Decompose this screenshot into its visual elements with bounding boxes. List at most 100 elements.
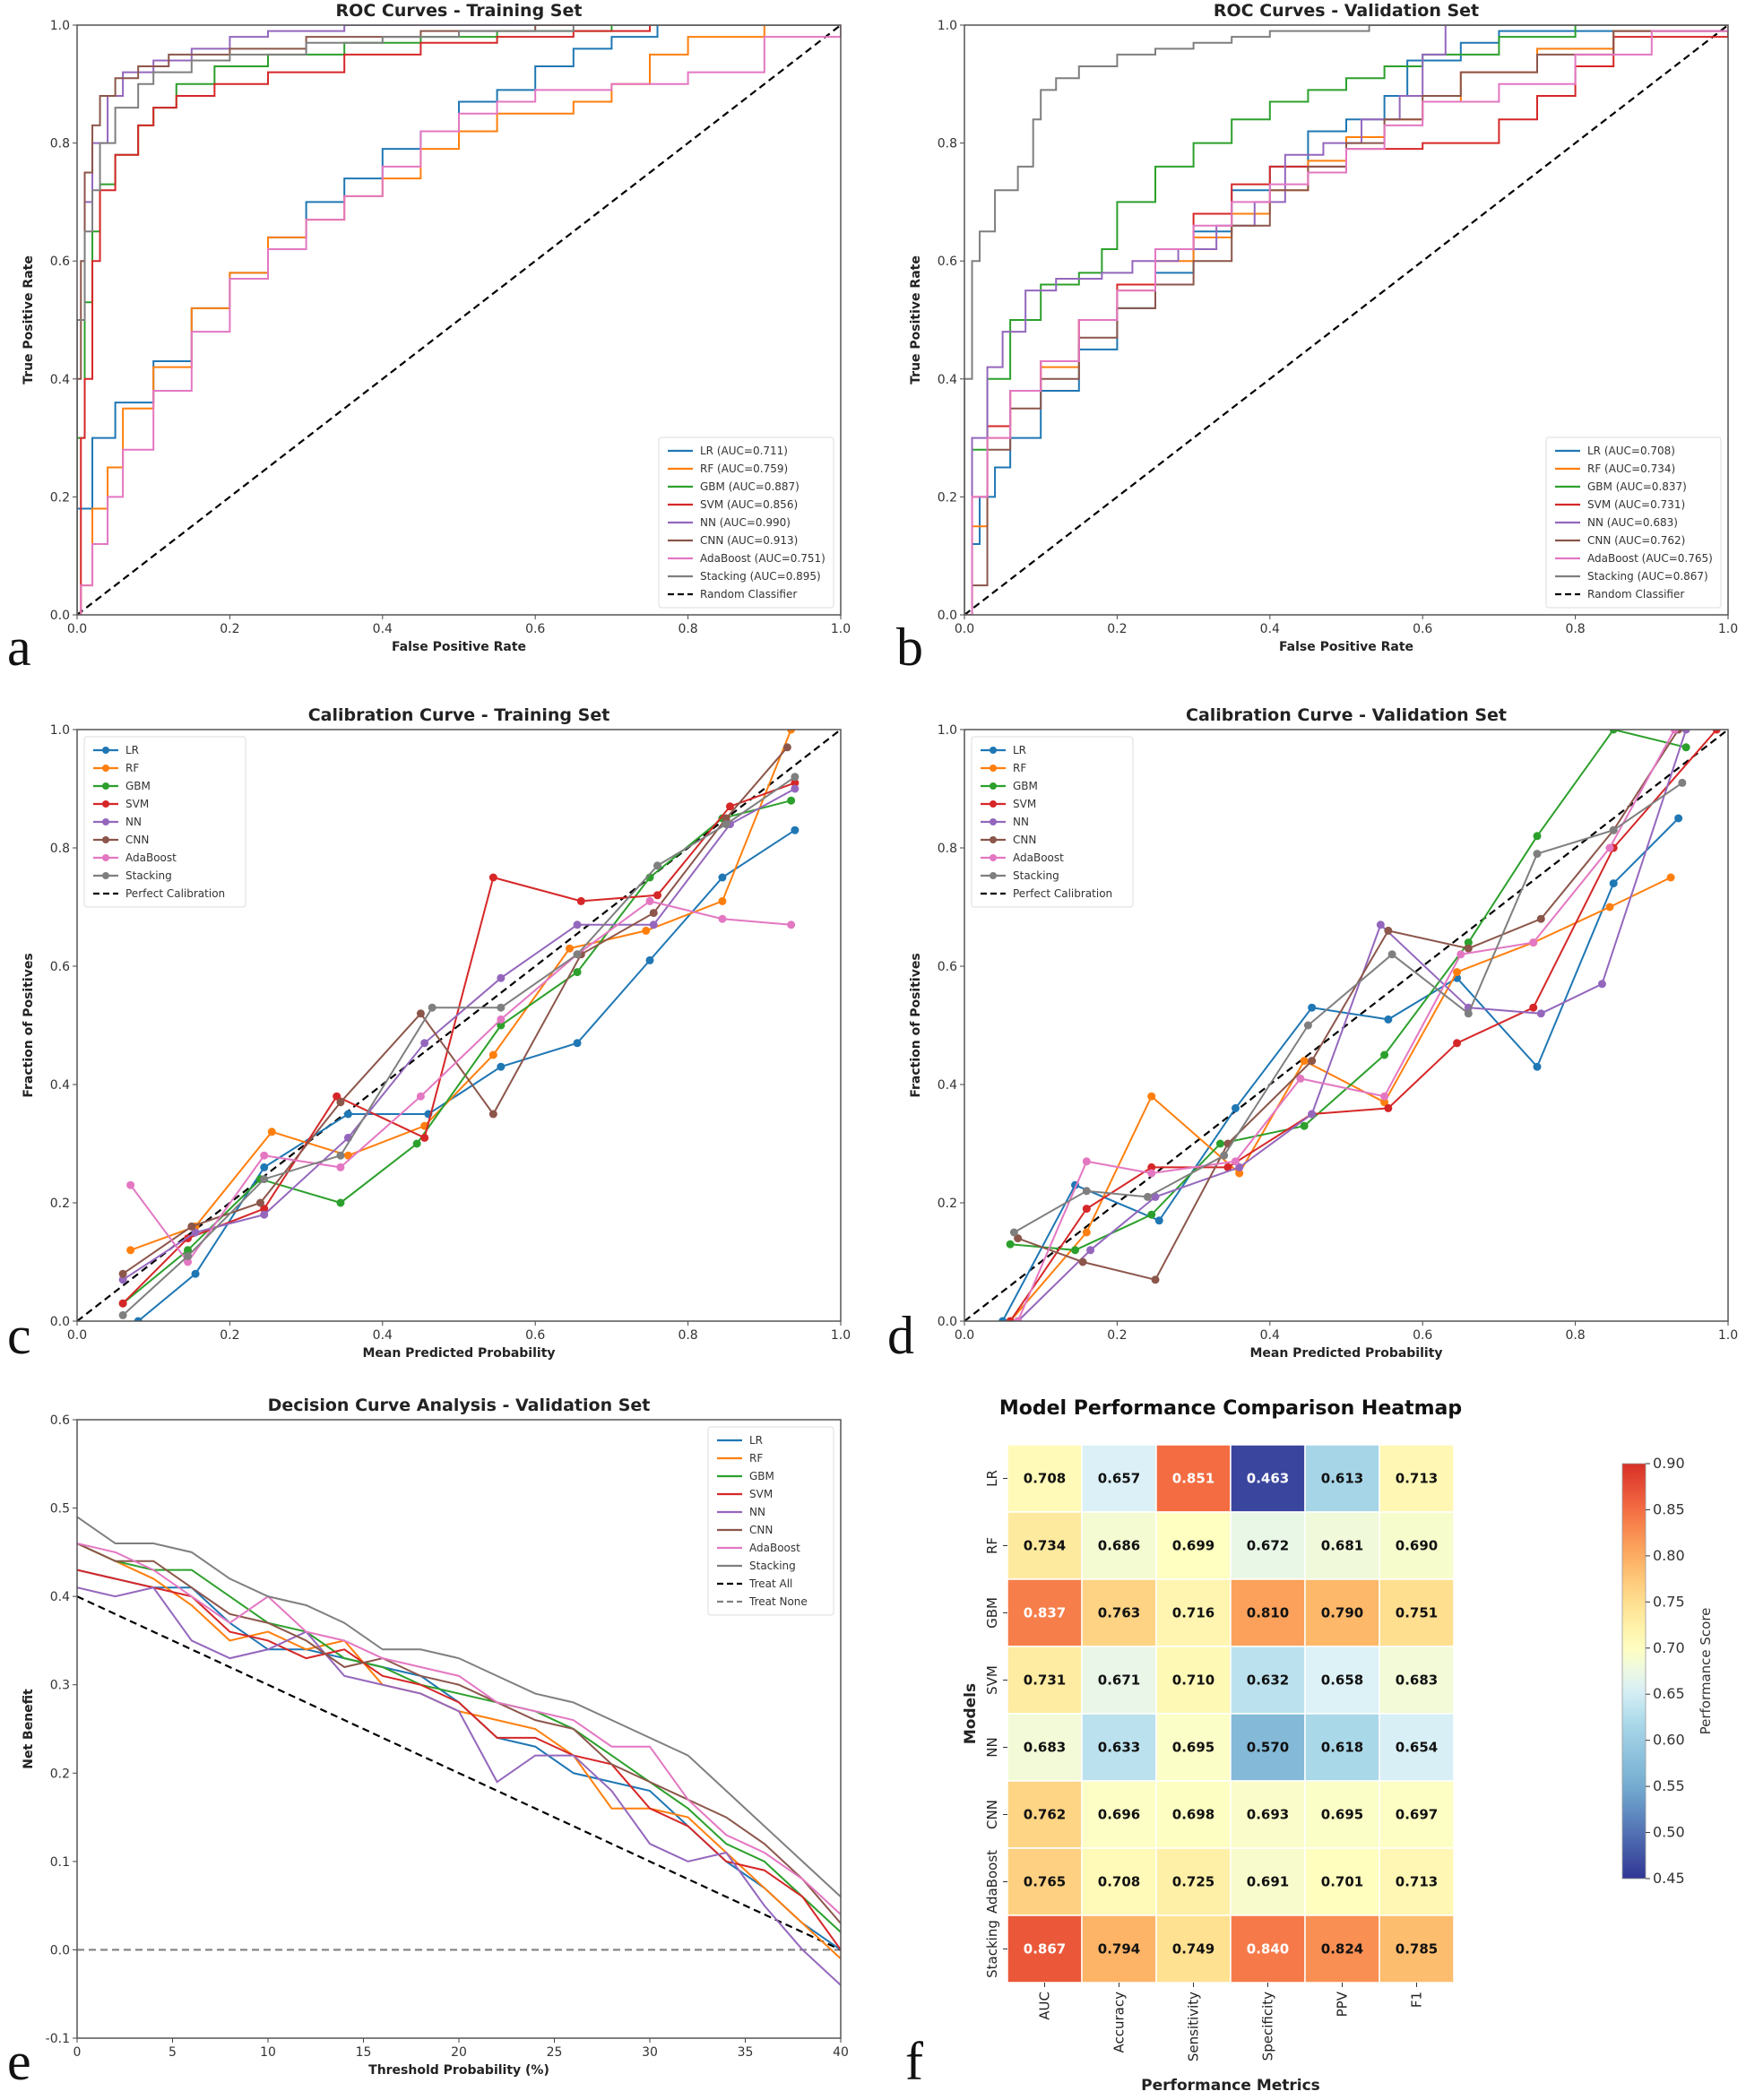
heatmap-cell: [1230, 1914, 1306, 1983]
marker-cnn: [1384, 926, 1393, 935]
row-label: RF: [984, 1537, 1000, 1554]
marker-cnn: [649, 909, 658, 918]
marker-rf: [343, 1151, 352, 1160]
heatmap-cell-value: 0.686: [1098, 1538, 1140, 1554]
x-tick-label: 0.0: [67, 622, 87, 636]
heatmap-cell: [1081, 1646, 1157, 1715]
heatmap-cell-value: 0.785: [1396, 1941, 1438, 1957]
marker-svm: [725, 802, 734, 811]
marker-nn: [649, 920, 658, 929]
heatmap-cell: [1007, 1444, 1083, 1513]
heatmap-cell-value: 0.463: [1247, 1471, 1289, 1487]
legend-marker: [102, 836, 109, 843]
row-label: CNN: [984, 1800, 1000, 1829]
heatmap-cell-value: 0.840: [1247, 1941, 1289, 1957]
marker-stacking: [184, 1251, 193, 1260]
heatmap-cell-value: 0.695: [1321, 1807, 1363, 1823]
x-tick-label: 0.2: [220, 622, 239, 636]
series-line-cnn: [1017, 730, 1680, 1281]
marker-stacking: [1609, 825, 1618, 834]
series-line-lr: [77, 25, 841, 615]
heatmap-cell-value: 0.867: [1024, 1941, 1066, 1957]
marker-adaboost: [126, 1180, 135, 1189]
marker-stacking: [428, 1003, 436, 1012]
y-tick-label: 0.4: [938, 1078, 957, 1093]
heatmap-cell: [1230, 1847, 1306, 1916]
legend-marker: [990, 765, 997, 772]
heatmap-cell: [1379, 1914, 1455, 1983]
legend-label: Random Classifier: [700, 588, 797, 601]
y-tick-label: 0.0: [938, 1315, 957, 1329]
legend: LR (AUC=0.711) RF (AUC=0.759) GBM (AUC=0.8…: [658, 436, 834, 609]
x-tick-label: 0.0: [955, 622, 974, 636]
colorbar-tick-label: 0.85: [1653, 1500, 1685, 1517]
calibration-training-chart: Calibration Curve - Training Set 0.0 0.2 0.…: [22, 705, 851, 1361]
y-tick-label: 0.0: [50, 1315, 70, 1329]
marker-adaboost: [416, 1092, 425, 1101]
legend-marker: [990, 872, 997, 879]
marker-svm: [1147, 1162, 1156, 1171]
chart-title: ROC Curves - Validation Set: [1214, 1, 1479, 21]
marker-svm: [791, 778, 800, 787]
heatmap-cell-value: 0.681: [1321, 1538, 1363, 1554]
y-tick-label: 0.8: [50, 137, 70, 151]
y-tick-label: 1.0: [938, 723, 957, 738]
x-tick-label: 40: [833, 2045, 849, 2060]
x-tick-label: 0: [73, 2045, 82, 2060]
plot-area: [77, 1516, 841, 1986]
legend-marker: [102, 782, 109, 790]
heatmap-cell-value: 0.851: [1172, 1471, 1214, 1487]
heatmap-cell-value: 0.734: [1024, 1538, 1066, 1554]
heatmap-cell: [1230, 1578, 1306, 1647]
heatmap-cell: [1379, 1511, 1455, 1580]
calibration-validation-chart: Calibration Curve - Validation Set 0.0 0.2…: [909, 705, 1738, 1361]
marker-rf: [1082, 1228, 1091, 1237]
y-tick-label: 0.2: [938, 490, 957, 505]
marker-nn: [1376, 920, 1385, 929]
legend-marker: [102, 747, 109, 754]
chart-title: Decision Curve Analysis - Validation Set: [268, 1396, 651, 1415]
heatmap-cell-value: 0.671: [1098, 1672, 1140, 1689]
marker-gbm: [1533, 832, 1542, 841]
legend-label: RF (AUC=0.734): [1587, 462, 1675, 475]
colorbar-tick-label: 0.80: [1653, 1547, 1685, 1564]
marker-adaboost: [1014, 1317, 1023, 1321]
marker-nn: [1151, 1192, 1160, 1201]
x-axis-label: Mean Predicted Probability: [362, 1346, 555, 1361]
panel-cal-val: Calibration Curve - Validation Set 0.0 0.2…: [887, 690, 1746, 1393]
marker-cnn: [118, 1269, 127, 1278]
marker-adaboost: [1231, 1157, 1240, 1166]
marker-cnn: [187, 1222, 196, 1231]
marker-gbm: [412, 1139, 421, 1148]
colorbar: [1621, 1463, 1647, 1880]
legend: LR RF GBM SVM NN CNN AdaBoost Stacking Treat All…: [707, 1426, 834, 1616]
x-tick-label: 1.0: [831, 622, 851, 636]
marker-adaboost: [1605, 843, 1614, 852]
heatmap-cell-value: 0.716: [1172, 1605, 1214, 1621]
row-label: SVM: [984, 1665, 1000, 1695]
marker-stacking: [1678, 778, 1687, 787]
column-label: Accuracy: [1111, 1992, 1128, 2053]
y-tick-label: 0.6: [938, 960, 957, 974]
marker-nn: [420, 1039, 429, 1048]
series-line-adaboost: [129, 900, 791, 1264]
marker-cnn: [1464, 944, 1473, 953]
legend-label: Stacking: [1013, 869, 1059, 882]
plot-frame: [964, 729, 1729, 1322]
heatmap-cell: [1155, 1444, 1232, 1513]
marker-cnn: [1014, 1234, 1023, 1243]
column-label: F1: [1409, 1992, 1425, 2008]
marker-stacking: [1009, 1228, 1018, 1237]
reference-line: [964, 25, 1728, 615]
heatmap-cell-value: 0.698: [1172, 1807, 1214, 1823]
heatmap-cell-value: 0.693: [1247, 1807, 1289, 1823]
roc-validation-chart: ROC Curves - Validation Set 0.0 0.2 0.4 0.6 0…: [909, 1, 1738, 654]
heatmap-cell-value: 0.790: [1321, 1605, 1363, 1621]
series-line-lr: [1001, 817, 1680, 1321]
marker-stacking: [573, 950, 582, 959]
heatmap-cell-value: 0.701: [1321, 1874, 1363, 1890]
marker-cnn: [336, 1098, 345, 1107]
x-tick-label: 15: [356, 2045, 372, 2060]
y-axis-label: True Positive Rate: [909, 255, 923, 385]
marker-stacking: [260, 1175, 269, 1184]
